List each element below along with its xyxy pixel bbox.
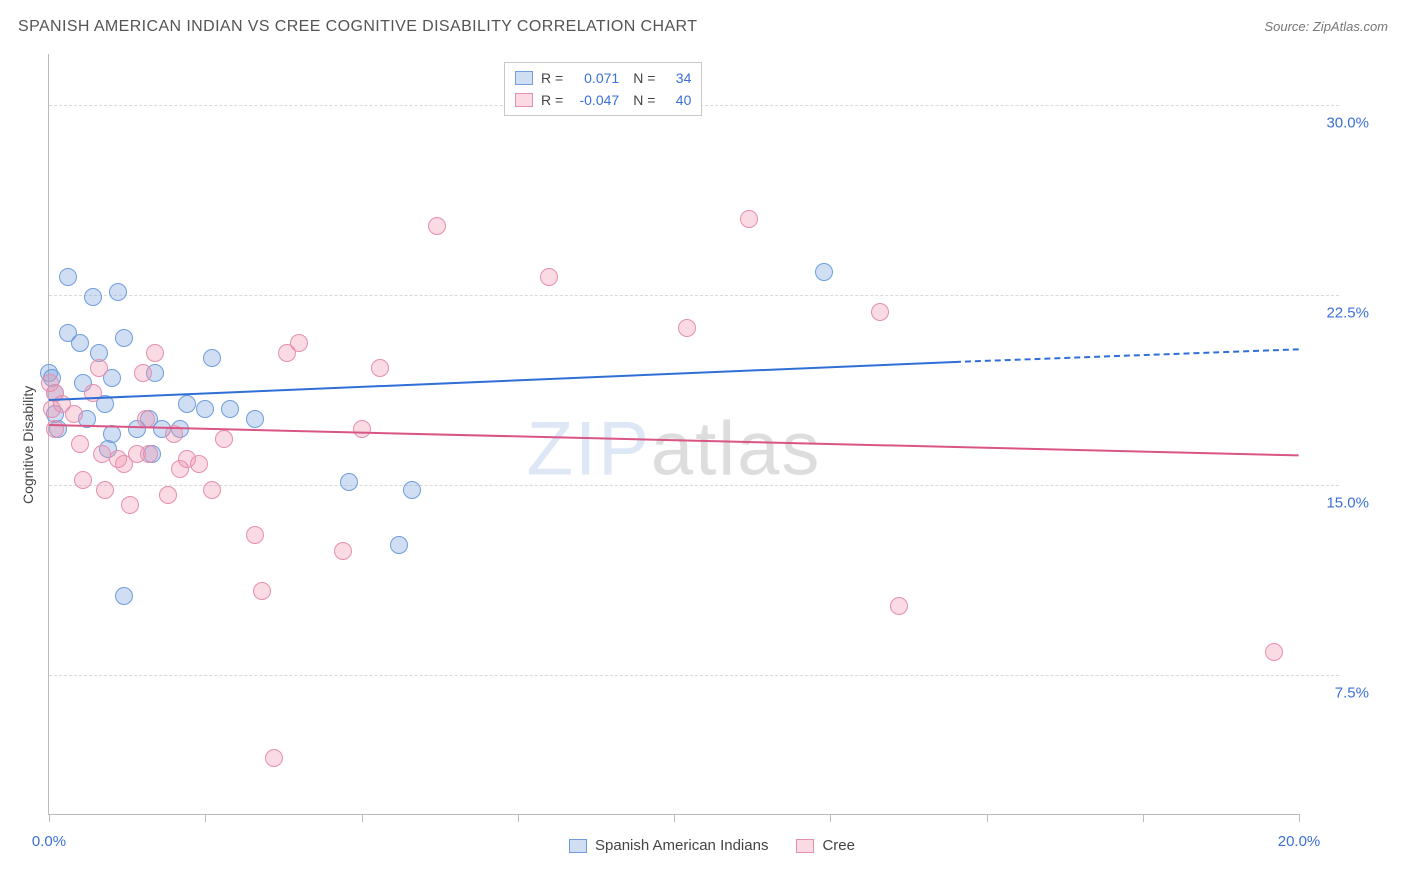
cree-point [890,597,908,615]
title-bar: SPANISH AMERICAN INDIAN VS CREE COGNITIV… [18,18,1388,36]
cree-point [265,749,283,767]
spanish-point [115,329,133,347]
cree-point [371,359,389,377]
r-label: R = [541,70,563,86]
legend-swatch [515,93,533,107]
cree-point [246,526,264,544]
legend-swatch [796,839,814,853]
cree-point [740,210,758,228]
cree-point [146,344,164,362]
x-tick-mark [1143,814,1144,822]
watermark-atlas: atlas [651,407,822,492]
cree-point [253,582,271,600]
chart-title: SPANISH AMERICAN INDIAN VS CREE COGNITIV… [18,18,697,36]
cree-point [140,445,158,463]
correlation-legend: R = 0.071 N = 34 R = -0.047 N = 40 [504,62,702,116]
cree-point [96,481,114,499]
spanish-trend-line [49,361,955,401]
spanish-trend-extrapolation [955,348,1299,363]
x-tick-mark [987,814,988,822]
x-tick-mark [362,814,363,822]
cree-point [134,364,152,382]
cree-point [334,542,352,560]
spanish-point [84,288,102,306]
y-tick-label: 30.0% [1309,114,1369,131]
cree-point [540,268,558,286]
correlation-legend-row: R = 0.071 N = 34 [515,67,691,89]
y-tick-label: 15.0% [1309,494,1369,511]
gridline [49,675,1339,676]
cree-point [65,405,83,423]
cree-point [428,217,446,235]
spanish-point [390,536,408,554]
x-tick-label: 20.0% [1278,833,1321,850]
n-label: N = [633,92,655,108]
x-tick-mark [674,814,675,822]
cree-point [71,435,89,453]
n-value: 40 [663,92,691,108]
cree-point [353,420,371,438]
cree-point [871,303,889,321]
series-legend: Spanish American Indians Cree [569,837,855,854]
series-legend-item: Cree [796,837,855,854]
gridline [49,295,1339,296]
legend-swatch [569,839,587,853]
x-tick-mark [49,814,50,822]
spanish-point [71,334,89,352]
y-axis-label: Cognitive Disability [20,386,36,504]
spanish-point [221,400,239,418]
cree-point [203,481,221,499]
cree-point [190,455,208,473]
spanish-point [178,395,196,413]
x-tick-label: 0.0% [32,833,66,850]
r-value: -0.047 [571,92,619,108]
watermark-zip: ZIP [527,407,651,492]
y-tick-label: 22.5% [1309,304,1369,321]
series-legend-item: Spanish American Indians [569,837,768,854]
x-tick-mark [830,814,831,822]
n-label: N = [633,70,655,86]
correlation-legend-row: R = -0.047 N = 40 [515,89,691,111]
source-attribution: Source: ZipAtlas.com [1264,19,1388,34]
spanish-point [340,473,358,491]
cree-point [215,430,233,448]
r-value: 0.071 [571,70,619,86]
cree-point [46,420,64,438]
spanish-point [815,263,833,281]
series-legend-label: Cree [822,837,855,854]
spanish-point [115,587,133,605]
chart-container: SPANISH AMERICAN INDIAN VS CREE COGNITIV… [0,0,1406,892]
spanish-point [59,268,77,286]
n-value: 34 [663,70,691,86]
x-tick-mark [518,814,519,822]
r-label: R = [541,92,563,108]
cree-point [678,319,696,337]
cree-point [1265,643,1283,661]
gridline [49,485,1339,486]
cree-point [159,486,177,504]
spanish-point [196,400,214,418]
cree-trend-line [49,424,1299,456]
watermark: ZIPatlas [527,406,822,493]
spanish-point [403,481,421,499]
spanish-point [203,349,221,367]
y-tick-label: 7.5% [1309,684,1369,701]
legend-swatch [515,71,533,85]
cree-point [84,384,102,402]
cree-point [121,496,139,514]
cree-point [290,334,308,352]
x-tick-mark [1299,814,1300,822]
x-tick-mark [205,814,206,822]
plot-area: ZIPatlas 7.5%15.0%22.5%30.0%0.0%20.0%R =… [48,54,1299,815]
spanish-point [109,283,127,301]
cree-point [90,359,108,377]
spanish-point [246,410,264,428]
cree-point [74,471,92,489]
cree-point [137,410,155,428]
series-legend-label: Spanish American Indians [595,837,768,854]
